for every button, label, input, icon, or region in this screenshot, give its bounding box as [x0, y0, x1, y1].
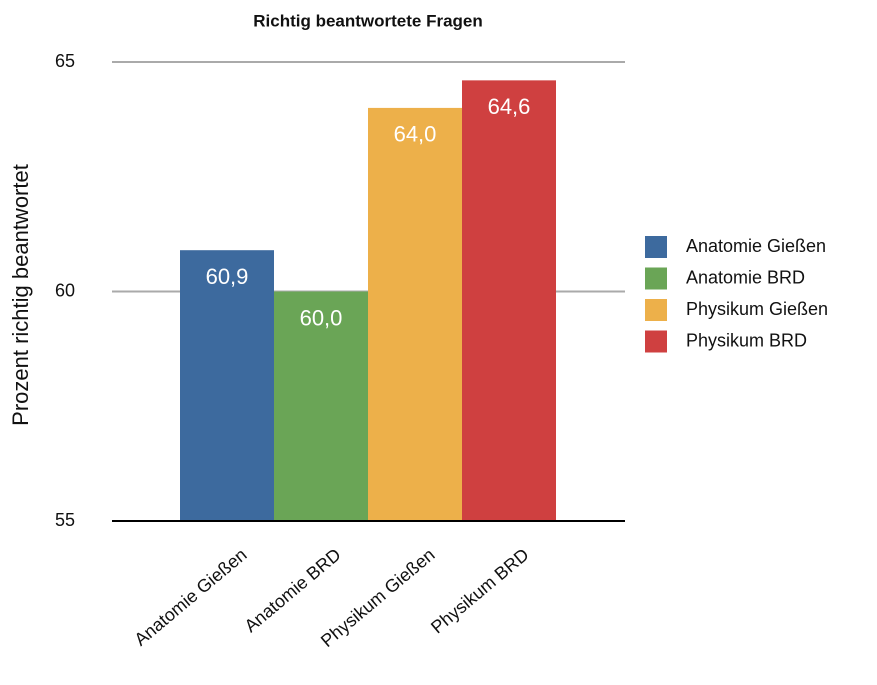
chart-title: Richtig beantwortete Fragen	[253, 11, 483, 30]
bar	[368, 107, 462, 522]
value-label: 60,9	[206, 264, 249, 289]
x-tick-label: Anatomie Gießen	[130, 544, 250, 649]
legend-label: Physikum BRD	[686, 330, 807, 350]
bar	[180, 250, 274, 521]
value-label: 64,6	[488, 94, 531, 119]
y-axis-label: Prozent richtig beantwortet	[8, 164, 33, 426]
legend-label: Physikum Gießen	[686, 299, 828, 319]
value-label: 64,0	[394, 122, 437, 147]
y-tick-label: 60	[55, 280, 75, 300]
legend-swatch	[645, 267, 667, 290]
x-tick-label: Physikum BRD	[427, 544, 533, 637]
y-tick-label: 55	[55, 510, 75, 530]
bar	[462, 80, 556, 522]
x-tick-label: Anatomie BRD	[241, 544, 345, 636]
legend-swatch	[645, 330, 667, 353]
value-label: 60,0	[300, 305, 343, 330]
legend-swatch	[645, 299, 667, 321]
legend-label: Anatomie BRD	[686, 267, 805, 287]
legend-swatch	[645, 236, 667, 258]
legend-label: Anatomie Gießen	[686, 236, 826, 256]
y-tick-label: 65	[55, 51, 75, 71]
bar	[274, 291, 368, 521]
